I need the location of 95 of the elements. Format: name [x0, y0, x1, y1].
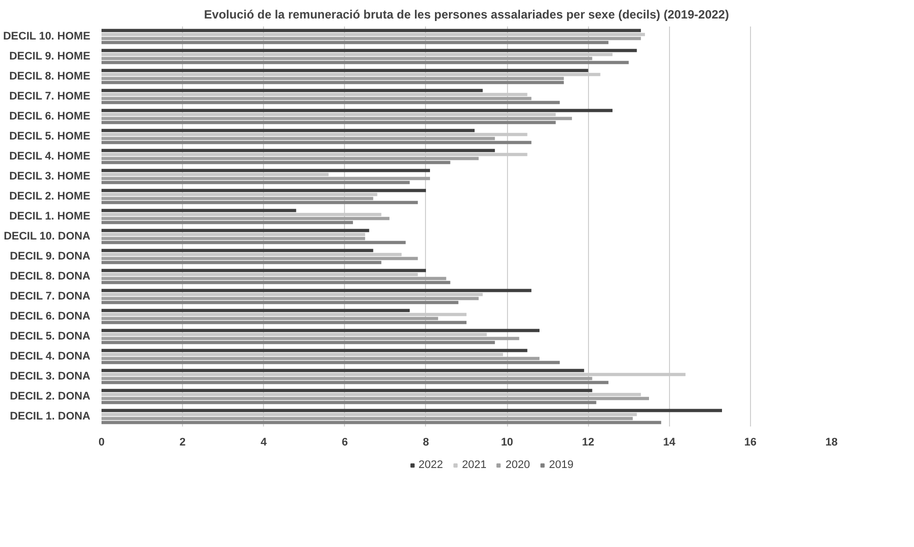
bar — [102, 180, 410, 184]
bar — [102, 100, 560, 104]
bar — [102, 140, 532, 144]
bar — [102, 148, 495, 152]
bar — [102, 160, 450, 164]
bar — [102, 288, 532, 292]
bar — [102, 128, 475, 132]
y-tick-label: DECIL 9. DONA — [10, 250, 90, 262]
y-tick-label: DECIL 1. HOME — [9, 210, 90, 222]
bar — [102, 360, 560, 364]
legend-label: 2021 — [462, 459, 486, 471]
chart-title: Evolució de la remuneració bruta de les persones assalariades per sexe (decils) (2019-2022) — [204, 8, 729, 22]
bar — [102, 328, 540, 332]
y-tick-label: DECIL 5. DONA — [10, 330, 90, 342]
bar — [102, 296, 479, 300]
y-tick-label: DECIL 10. DONA — [4, 230, 90, 242]
bar — [102, 236, 366, 240]
y-tick-label: DECIL 4. DONA — [10, 350, 90, 362]
bar — [102, 120, 556, 124]
y-tick-label: DECIL 5. HOME — [9, 130, 90, 142]
bar — [102, 308, 410, 312]
bar — [102, 396, 649, 400]
bar — [102, 368, 584, 372]
bar — [102, 340, 495, 344]
bar — [102, 380, 608, 384]
legend-label: 2020 — [506, 459, 530, 471]
bar — [102, 300, 458, 304]
y-tick-label: DECIL 1. DONA — [10, 410, 90, 422]
bar — [102, 376, 592, 380]
x-tick-label: 18 — [825, 436, 838, 448]
y-tick-label: DECIL 3. HOME — [9, 170, 90, 182]
y-tick-label: DECIL 10. HOME — [3, 30, 90, 42]
bar — [102, 356, 540, 360]
bar — [102, 176, 430, 180]
x-tick-label: 12 — [582, 436, 594, 448]
bar — [102, 200, 418, 204]
y-tick-label: DECIL 8. DONA — [10, 270, 90, 282]
bar — [102, 248, 374, 252]
bar — [102, 336, 520, 340]
bar — [102, 136, 495, 140]
bar — [102, 316, 438, 320]
bar — [102, 28, 641, 32]
y-tick-label: DECIL 2. HOME — [9, 190, 90, 202]
bar — [102, 320, 466, 324]
y-tick-label: DECIL 6. HOME — [9, 110, 90, 122]
y-tick-label: DECIL 2. DONA — [10, 390, 90, 402]
bar — [102, 196, 374, 200]
bar — [102, 60, 629, 64]
x-tick-label: 8 — [422, 436, 430, 448]
bar — [102, 260, 382, 264]
bar — [102, 388, 592, 392]
bar — [102, 216, 390, 220]
y-tick-label: DECIL 7. DONA — [10, 290, 90, 302]
bar — [102, 276, 446, 280]
bar — [102, 416, 633, 420]
y-tick-label: DECIL 7. HOME — [9, 90, 90, 102]
bar — [102, 280, 450, 284]
bar — [102, 168, 430, 172]
x-tick-label: 14 — [663, 436, 676, 448]
bar — [102, 56, 592, 60]
y-tick-label: DECIL 8. HOME — [9, 70, 90, 82]
bar — [102, 240, 406, 244]
bar — [102, 256, 418, 260]
y-tick-label: DECIL 4. HOME — [9, 150, 90, 162]
x-tick-label: 10 — [500, 436, 514, 448]
y-tick-label: DECIL 9. HOME — [9, 50, 90, 62]
bar — [102, 408, 722, 412]
x-tick-label: 16 — [744, 436, 757, 448]
bar — [102, 96, 532, 100]
y-tick-label: DECIL 3. DONA — [10, 370, 90, 382]
bar — [102, 76, 564, 80]
x-tick-label: 2 — [180, 436, 186, 448]
bar — [102, 36, 641, 40]
bar — [102, 68, 588, 72]
bar — [102, 156, 479, 160]
bar — [102, 48, 637, 52]
bar — [102, 228, 370, 232]
bar — [102, 220, 353, 224]
bar — [102, 420, 662, 424]
bar — [102, 348, 528, 352]
y-tick-label: DECIL 6. DONA — [10, 310, 90, 322]
bar — [102, 116, 572, 120]
bar — [102, 88, 483, 92]
x-tick-label: 4 — [260, 436, 268, 448]
bar — [102, 188, 426, 192]
bar — [102, 108, 612, 112]
legend-label: 2019 — [548, 459, 574, 471]
bar — [102, 268, 426, 272]
legend-label: 2022 — [418, 459, 444, 471]
bar — [102, 208, 296, 212]
bar — [102, 40, 608, 44]
bar — [102, 80, 564, 84]
x-tick-label: 0 — [98, 436, 105, 448]
bar — [102, 400, 596, 404]
x-tick-label: 6 — [342, 436, 348, 448]
